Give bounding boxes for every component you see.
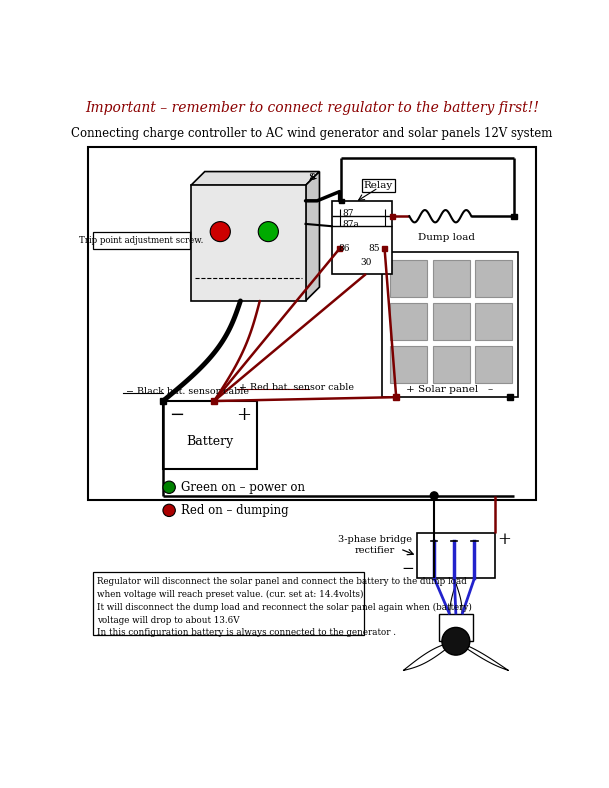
Text: 3-phase bridge
rectifier: 3-phase bridge rectifier <box>337 535 412 555</box>
Circle shape <box>163 481 175 493</box>
Text: Green on – power on: Green on – power on <box>181 481 304 494</box>
Bar <box>417 533 495 578</box>
Text: Red on – dumping: Red on – dumping <box>181 504 289 517</box>
Bar <box>512 214 516 219</box>
Bar <box>390 214 395 219</box>
Bar <box>191 185 306 301</box>
Text: − Black bat. sensor cable: − Black bat. sensor cable <box>127 386 250 396</box>
Bar <box>507 395 513 400</box>
Bar <box>432 303 470 340</box>
Text: Regulator will disconnect the solar panel and connect the battery to the dump lo: Regulator will disconnect the solar pane… <box>97 577 472 637</box>
Circle shape <box>431 492 438 500</box>
Text: Important – remember to connect regulator to the battery first!!: Important – remember to connect regulato… <box>85 102 539 115</box>
Bar <box>475 347 512 383</box>
Bar <box>432 347 470 383</box>
Circle shape <box>258 221 278 242</box>
Text: Dump load: Dump load <box>418 233 475 242</box>
Bar <box>211 398 217 403</box>
Bar <box>337 246 342 251</box>
Text: Connecting charge controller to AC wind generator and solar panels 12V system: Connecting charge controller to AC wind … <box>71 127 552 139</box>
Polygon shape <box>306 172 320 301</box>
Text: Trip point adjustment screw.: Trip point adjustment screw. <box>79 236 203 244</box>
Bar <box>393 395 399 400</box>
Text: 87: 87 <box>343 210 354 218</box>
Text: Battery: Battery <box>186 434 234 448</box>
Text: 87a: 87a <box>343 220 359 229</box>
Bar <box>382 252 518 397</box>
Bar <box>390 260 427 297</box>
Text: + Solar panel   –: + Solar panel – <box>406 385 493 394</box>
Text: 85: 85 <box>368 244 380 253</box>
Text: +: + <box>236 406 251 424</box>
Text: −: − <box>401 562 414 576</box>
Bar <box>332 201 392 274</box>
Bar <box>382 246 387 251</box>
Text: 86: 86 <box>338 244 350 253</box>
Text: + Red bat. sensor cable: + Red bat. sensor cable <box>239 383 354 392</box>
Bar <box>339 199 343 203</box>
Bar <box>88 147 536 500</box>
Bar <box>160 398 166 403</box>
Text: 30: 30 <box>361 258 371 267</box>
Bar <box>439 615 473 641</box>
Text: Relay: Relay <box>364 181 393 190</box>
Polygon shape <box>456 641 509 671</box>
Bar <box>163 401 258 469</box>
Polygon shape <box>403 641 456 671</box>
Text: +: + <box>497 531 511 548</box>
Polygon shape <box>450 583 462 641</box>
Bar <box>390 303 427 340</box>
Polygon shape <box>191 172 320 185</box>
Bar <box>432 260 470 297</box>
Text: S: S <box>308 173 315 182</box>
Bar <box>475 303 512 340</box>
Bar <box>390 347 427 383</box>
Circle shape <box>442 627 470 655</box>
Bar <box>93 572 364 635</box>
Circle shape <box>163 504 175 516</box>
Bar <box>93 232 190 248</box>
Text: −: − <box>169 406 185 424</box>
Bar <box>475 260 512 297</box>
Circle shape <box>210 221 230 242</box>
